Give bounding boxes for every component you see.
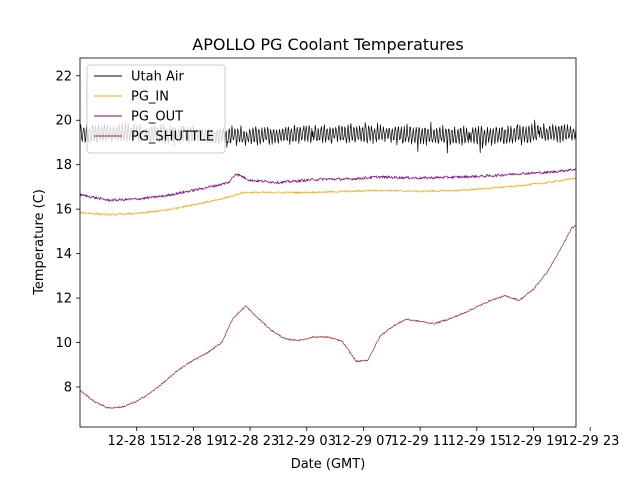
x-tick-label: 12-29 19 bbox=[504, 434, 562, 449]
x-tick-label: 12-29 23 bbox=[561, 434, 619, 449]
legend-box bbox=[86, 64, 226, 154]
x-tick-label: 12-28 15 bbox=[107, 434, 165, 449]
legend-label-pg-in: PG_IN bbox=[131, 90, 169, 105]
y-axis-label: Temperature (C) bbox=[32, 189, 47, 296]
legend-label-pg-out: PG_OUT bbox=[131, 110, 183, 125]
series-line-pg-in bbox=[80, 177, 576, 216]
x-axis-label: Date (GMT) bbox=[291, 457, 366, 472]
y-tick-label: 14 bbox=[55, 247, 72, 262]
x-tick-label: 12-29 07 bbox=[334, 434, 392, 449]
x-tick-label: 12-28 19 bbox=[164, 434, 222, 449]
y-axis: 8 10 12 14 16 18 20 22 bbox=[55, 69, 80, 395]
x-tick-label: 12-29 11 bbox=[391, 434, 449, 449]
x-tick-label: 12-28 23 bbox=[221, 434, 279, 449]
y-tick-label: 16 bbox=[55, 203, 72, 218]
y-tick-label: 10 bbox=[55, 336, 72, 351]
legend: Utah Air PG_IN PG_OUT PG_SHUTTLE bbox=[86, 64, 226, 154]
y-tick-label: 18 bbox=[55, 158, 72, 173]
y-tick-label: 12 bbox=[55, 292, 72, 307]
chart-title: APOLLO PG Coolant Temperatures bbox=[192, 35, 463, 54]
y-tick-label: 8 bbox=[64, 380, 72, 395]
legend-items: Utah Air PG_IN PG_OUT PG_SHUTTLE bbox=[94, 70, 214, 145]
y-tick-label: 20 bbox=[55, 114, 72, 129]
x-tick-label: 12-29 03 bbox=[278, 434, 336, 449]
plot-frame bbox=[79, 57, 577, 428]
y-tick-label: 22 bbox=[55, 69, 72, 84]
series-line-pg-out bbox=[80, 168, 576, 202]
x-tick-label: 12-29 15 bbox=[448, 434, 506, 449]
legend-label-pg-shuttle: PG_SHUTTLE bbox=[131, 130, 214, 145]
series-line-pg-shuttle bbox=[80, 225, 576, 409]
legend-label-utah-air: Utah Air bbox=[131, 70, 184, 85]
